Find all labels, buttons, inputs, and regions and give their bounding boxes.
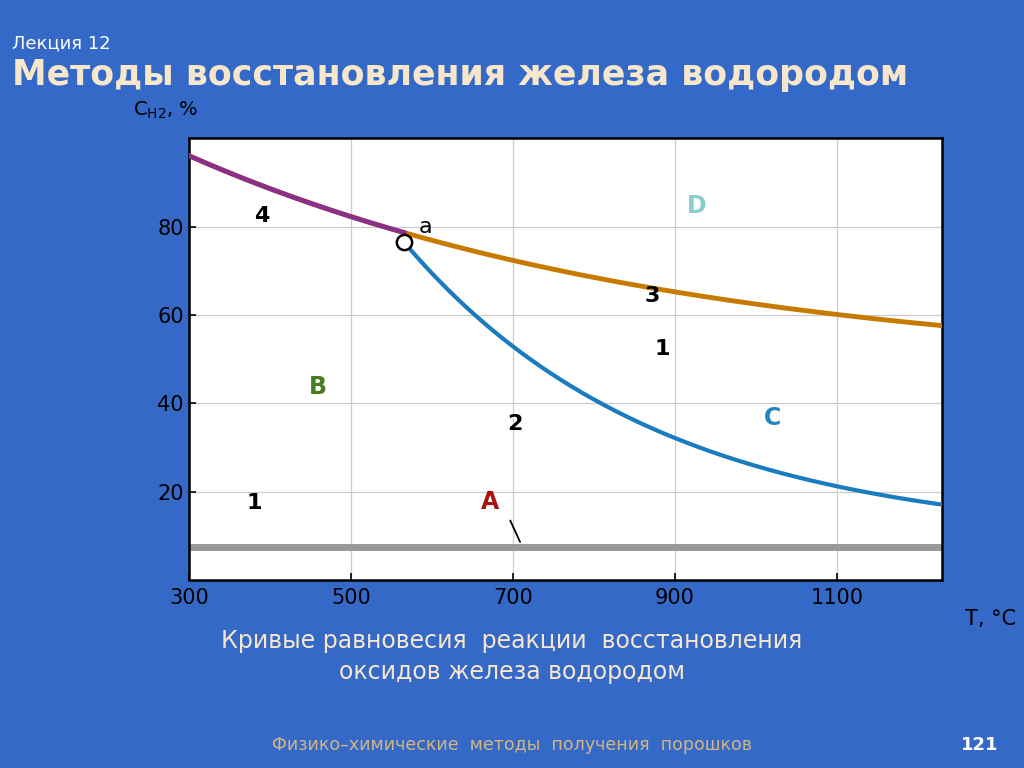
Text: $\mathregular{C_{H2}}$, %: $\mathregular{C_{H2}}$, % [133, 99, 199, 121]
Text: Методы восстановления железа водородом: Методы восстановления железа водородом [12, 58, 908, 91]
Text: 1: 1 [654, 339, 671, 359]
Text: Кривые равновесия  реакции  восстановления: Кривые равновесия реакции восстановления [221, 629, 803, 654]
Text: T, °C: T, °C [965, 608, 1016, 628]
Text: 121: 121 [961, 736, 998, 754]
Text: a: a [419, 217, 432, 237]
Text: B: B [309, 376, 328, 399]
Text: 4: 4 [254, 206, 269, 226]
Text: Лекция 12: Лекция 12 [12, 35, 111, 52]
Text: Физико–химические  методы  получения  порошков: Физико–химические методы получения порош… [272, 736, 752, 754]
Text: A: A [481, 490, 499, 515]
Text: 2: 2 [508, 414, 523, 434]
Text: 1: 1 [246, 493, 261, 513]
Text: D: D [687, 194, 707, 218]
Text: 3: 3 [644, 286, 659, 306]
Text: C: C [764, 406, 781, 430]
Text: оксидов железа водородом: оксидов железа водородом [339, 660, 685, 684]
